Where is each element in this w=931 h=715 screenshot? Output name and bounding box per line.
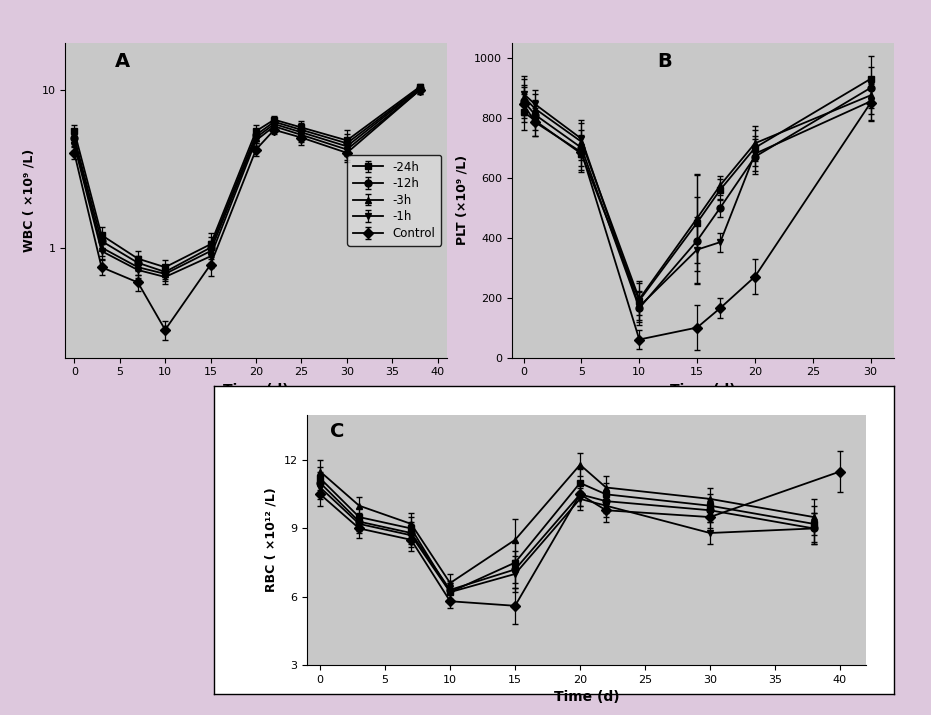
X-axis label: Time (d): Time (d): [554, 690, 619, 704]
Y-axis label: RBC ( ×10¹² /L): RBC ( ×10¹² /L): [264, 488, 277, 592]
Y-axis label: WBC ( ×10⁹ /L): WBC ( ×10⁹ /L): [23, 149, 36, 252]
X-axis label: Time (d): Time (d): [223, 383, 289, 397]
Legend: -24h, -12h, -3h, -1h, Control: -24h, -12h, -3h, -1h, Control: [347, 154, 441, 246]
X-axis label: Time (d): Time (d): [670, 383, 735, 397]
Text: A: A: [115, 52, 130, 72]
Y-axis label: PLT (×10⁹ /L): PLT (×10⁹ /L): [456, 155, 469, 245]
Text: B: B: [657, 52, 672, 72]
Text: C: C: [330, 422, 344, 441]
